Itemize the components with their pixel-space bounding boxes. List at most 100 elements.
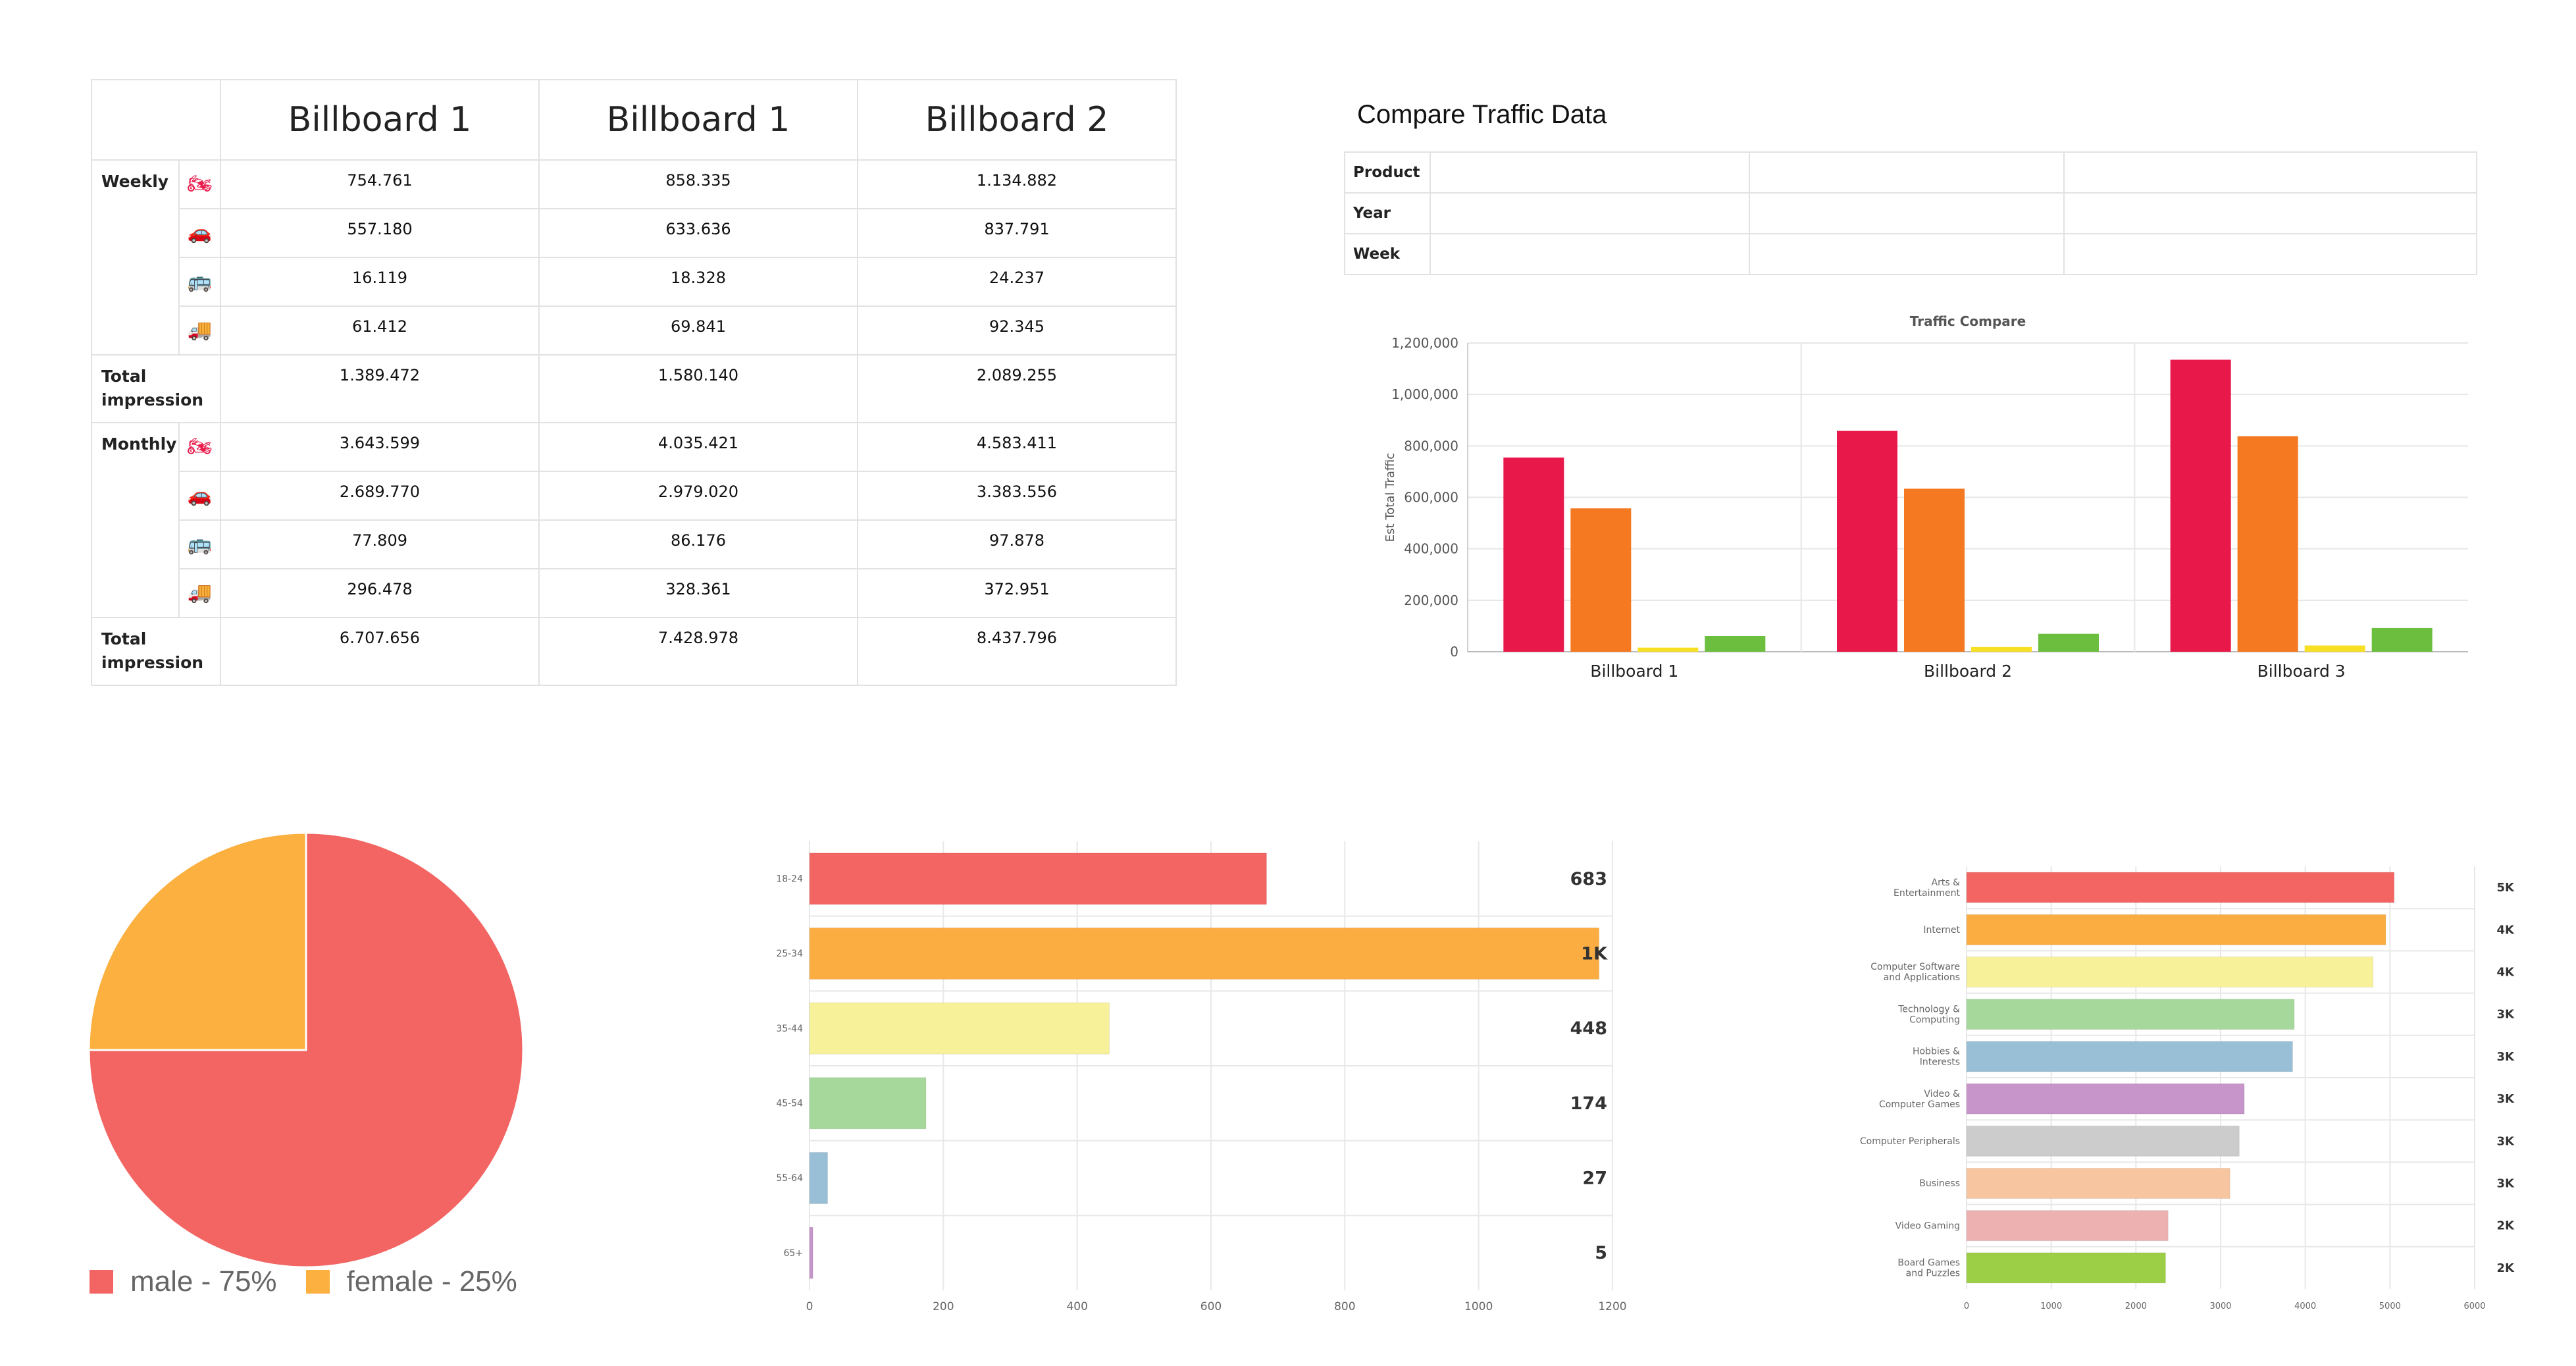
total-label: Total impression <box>91 617 221 686</box>
x-tick-label: Billboard 3 <box>2257 662 2346 681</box>
y-axis-label: Est Total Traffic <box>1383 453 1397 542</box>
bar <box>1966 957 2374 987</box>
table-row: 🚚 61.412 69.841 92.345 <box>91 305 1177 355</box>
bar <box>1966 1041 2293 1072</box>
table-cell: 77.809 <box>220 519 540 569</box>
table-cell: 2.979.020 <box>538 471 858 521</box>
x-tick-label: Billboard 2 <box>1924 662 2012 681</box>
year-select-2[interactable] <box>1749 192 2065 234</box>
bar <box>1966 1168 2230 1199</box>
motorcycle-icon: 🏍 <box>187 436 213 458</box>
data-label: 2K <box>2497 1261 2515 1275</box>
column-header: Billboard 2 <box>857 79 1177 161</box>
total-cell: 6.707.656 <box>220 617 540 686</box>
category-label: Hobbies & <box>1913 1047 1960 1057</box>
bar <box>809 1226 813 1279</box>
x-tick-label: 1000 <box>1464 1300 1493 1313</box>
category-label: Computer Software <box>1870 962 1960 972</box>
table-cell: 92.345 <box>857 305 1177 355</box>
bar <box>1966 1252 2166 1284</box>
bus-icon: 🚌 <box>187 271 213 292</box>
bar <box>2304 645 2365 652</box>
group-label: Monthly <box>91 422 180 618</box>
table-cell: 69.841 <box>538 305 858 355</box>
table-row: 🚚 296.478 328.361 372.951 <box>91 568 1177 618</box>
category-label: 45-54 <box>776 1099 803 1109</box>
age-bar-chart: 0 200 400 600 800 1000 1200 18-24 683 25-34 1K 35-4… <box>776 841 1627 1313</box>
table-cell: 24.237 <box>857 257 1177 307</box>
data-label: 2K <box>2497 1219 2515 1233</box>
bar <box>1966 872 2395 903</box>
total-cell: 8.437.796 <box>857 617 1177 686</box>
category-label: Arts & <box>1932 878 1961 888</box>
vehicle-icon-cell: 🚚 <box>178 568 221 618</box>
car-icon: 🚗 <box>187 222 213 244</box>
chart-title: Traffic Compare <box>1910 313 2026 329</box>
category-label: 35-44 <box>776 1024 803 1034</box>
bar <box>1837 431 1897 652</box>
y-tick-label: 800,000 <box>1404 438 1458 454</box>
x-tick-label: 1200 <box>1598 1300 1626 1313</box>
bar <box>2237 436 2298 652</box>
year-select-1[interactable] <box>1430 192 1750 234</box>
bar <box>2371 627 2433 652</box>
data-label: 3K <box>2497 1177 2515 1191</box>
data-label: 3K <box>2497 1050 2515 1064</box>
legend-item: female - 25% <box>305 1265 517 1298</box>
category-label: Computing <box>1909 1014 1960 1025</box>
motorcycle-icon: 🏍 <box>187 173 213 195</box>
x-tick-label: 3000 <box>2209 1301 2231 1311</box>
table-cell: 86.176 <box>538 519 858 569</box>
table-cell: 296.478 <box>220 568 540 618</box>
x-tick-label: 6000 <box>2463 1301 2485 1311</box>
bar <box>1503 458 1564 652</box>
x-tick-label: Billboard 1 <box>1590 662 1678 681</box>
column-header: Billboard 1 <box>220 79 540 161</box>
legend-label: female - 25% <box>346 1265 517 1298</box>
data-label: 3K <box>2497 1008 2515 1022</box>
y-tick-label: 0 <box>1450 644 1458 660</box>
table-row: 🚌 16.119 18.328 24.237 <box>91 257 1177 307</box>
week-select-3[interactable] <box>2063 233 2477 275</box>
vehicle-icon-cell: 🚗 <box>178 471 221 521</box>
y-tick-label: 400,000 <box>1404 541 1458 557</box>
total-row: Total impression 1.389.472 1.580.140 2.089.… <box>91 354 1177 423</box>
bar <box>2038 633 2099 652</box>
category-label: and Applications <box>1884 972 1960 983</box>
bar <box>1966 1125 2240 1157</box>
legend-swatch <box>90 1270 113 1294</box>
x-tick-label: 4000 <box>2294 1301 2316 1311</box>
week-select-2[interactable] <box>1749 233 2065 275</box>
compare-title: Compare Traffic Data <box>1357 100 1607 129</box>
group-label: Weekly <box>91 159 180 355</box>
year-label: Year <box>1344 192 1431 234</box>
weekly-section: Weekly 🏍 754.761 858.335 1.134.882 🚗 557.180 63… <box>91 159 1177 423</box>
traffic-compare-chart: Traffic Compare 0 200,000 400,000 600,000 800… <box>1383 313 2468 681</box>
bar <box>1971 646 2032 652</box>
x-tick-label: 800 <box>1334 1300 1355 1313</box>
y-tick-label: 1,000,000 <box>1391 386 1458 402</box>
product-label: Product <box>1344 151 1431 194</box>
category-label: Computer Games <box>1879 1099 1960 1110</box>
data-label: 683 <box>1570 869 1607 889</box>
product-select-3[interactable] <box>2063 151 2477 194</box>
vehicle-icon-cell: 🚚 <box>178 305 221 355</box>
vehicle-icon-cell: 🏍 <box>178 422 221 472</box>
product-select-2[interactable] <box>1749 151 2065 194</box>
total-cell: 1.389.472 <box>220 354 540 423</box>
table-cell: 3.643.599 <box>220 422 540 472</box>
week-select-1[interactable] <box>1430 233 1750 275</box>
bar <box>809 1152 828 1204</box>
category-label: and Puzzles <box>1906 1269 1960 1279</box>
product-select-1[interactable] <box>1430 151 1750 194</box>
pie-slice <box>88 831 307 1051</box>
y-tick-label: 1,200,000 <box>1391 335 1458 351</box>
data-label: 27 <box>1582 1169 1607 1189</box>
year-select-3[interactable] <box>2063 192 2477 234</box>
week-label: Week <box>1344 233 1431 275</box>
table-cell: 2.689.770 <box>220 471 540 521</box>
x-tick-label: 600 <box>1200 1300 1222 1313</box>
data-label: 3K <box>2497 1134 2515 1148</box>
data-label: 3K <box>2497 1092 2515 1106</box>
table-row: 🚌 77.809 86.176 97.878 <box>91 519 1177 569</box>
